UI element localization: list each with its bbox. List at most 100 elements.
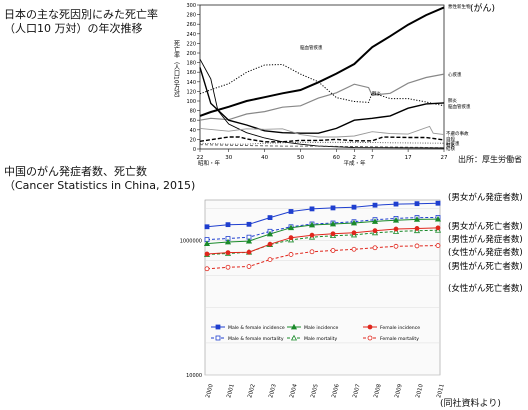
series-side-label: (女性がん死亡者数) [448, 283, 523, 294]
x-tick-label: 7 [370, 155, 374, 161]
series-line [199, 6, 445, 117]
data-point [225, 250, 231, 256]
y-tick-label: 240 [186, 32, 196, 38]
data-point [288, 209, 294, 214]
x-tick-label: 2009 [394, 383, 404, 399]
y-tick-label: 260 [186, 22, 196, 28]
data-point [351, 204, 357, 210]
data-point [267, 257, 273, 262]
x-tick-label: 2001 [226, 384, 235, 399]
y-tick-label: 220 [186, 41, 196, 47]
x-tick-label: 2003 [268, 383, 278, 399]
y-tick-label: 200 [186, 51, 196, 57]
y-tick-label: 20 [190, 137, 196, 143]
data-point [351, 230, 357, 236]
data-point [225, 222, 231, 228]
series-label: 肝疾患 [446, 140, 460, 147]
x-era-label: 昭和・年 [198, 159, 221, 167]
data-point [393, 201, 399, 207]
data-point [372, 202, 378, 208]
data-point [288, 252, 294, 257]
legend-label: Male mortality [304, 336, 337, 342]
series-line [206, 245, 439, 270]
data-point [290, 323, 298, 330]
data-point [414, 201, 420, 207]
data-point [245, 237, 253, 244]
data-point [215, 335, 221, 341]
x-tick-label: 2 [353, 155, 357, 161]
series-line [206, 229, 439, 255]
series-line [199, 67, 445, 134]
data-point [246, 221, 252, 227]
series-line [199, 141, 445, 145]
series-line [206, 227, 439, 255]
data-point [414, 243, 420, 249]
series-label: 結核 [446, 145, 455, 152]
x-tick-label: 22 [197, 155, 204, 161]
data-point [392, 217, 400, 223]
japan-chart-title-line2: （人口10 万対）の年次推移 [4, 22, 143, 35]
x-tick-label: 2007 [352, 383, 362, 399]
data-point [287, 224, 295, 231]
series-label: 脳血管疾患 [448, 103, 471, 110]
japan-mortality-chart: 0204060801001201401601802002202402602803… [173, 2, 496, 167]
data-point [393, 243, 399, 249]
series-side-label: (男女がん死亡者数) [448, 221, 523, 232]
data-point [435, 225, 441, 231]
data-point [308, 221, 316, 228]
x-tick-label: 2006 [331, 383, 341, 399]
data-point [414, 226, 420, 231]
series-line [199, 63, 445, 107]
y-tick-label: 0 [193, 147, 196, 153]
series-side-label: (女性がん発症者数) [448, 247, 523, 258]
legend-label: Female incidence [380, 325, 420, 331]
series-line [199, 125, 445, 138]
y-tick-label: 120 [186, 89, 196, 95]
x-tick-label: 2008 [373, 383, 383, 399]
series-label: 心疾患 [448, 71, 462, 78]
series-line [206, 218, 439, 245]
legend-label: Female mortality [380, 336, 419, 342]
plot-frame [199, 4, 445, 150]
series-label: 自殺 [446, 135, 455, 142]
data-point [330, 231, 336, 237]
data-point [204, 251, 210, 257]
data-point [434, 215, 442, 222]
series-label: 腎炎 [446, 142, 455, 149]
y-tick-label: 10000 [186, 373, 202, 379]
y-axis-label: 死亡率（人口10万対） [173, 40, 180, 102]
x-era-label: 平成・年 [344, 159, 367, 167]
data-point [204, 224, 210, 230]
x-tick-label: 30 [225, 155, 232, 161]
data-point [215, 324, 221, 330]
legend-label: Male incidence [304, 325, 339, 331]
series-side-label: (男性がん死亡者数) [448, 261, 523, 272]
x-tick-label: 40 [261, 155, 268, 161]
data-point [309, 206, 315, 212]
x-tick-label: 17 [405, 155, 412, 161]
data-point [246, 264, 252, 269]
series-side-label: (男女がん発症者数) [448, 192, 523, 203]
y-tick-label: 40 [190, 128, 196, 134]
data-point [435, 200, 441, 206]
x-tick-label: 2002 [247, 384, 256, 399]
y-tick-label: 60 [190, 118, 196, 124]
y-tick-label: 140 [186, 80, 196, 86]
x-tick-label: 27 [441, 155, 448, 161]
series-label: 肺炎 [448, 98, 457, 104]
china-chart-title-line2: （Cancer Statistics in China, 2015) [4, 179, 196, 192]
footer-note: (同社資料より) [440, 399, 501, 409]
series-label: 肺炎 [372, 91, 381, 97]
series-line [199, 136, 445, 143]
series-side-label: (男性がん発症者数) [448, 234, 523, 245]
data-point [266, 230, 274, 237]
data-point [350, 219, 358, 226]
legend-label: Male & female mortality [228, 336, 284, 342]
japan-chart-title-line1: 日本の主な死因別にみた死亡率 [4, 8, 158, 21]
data-point [267, 215, 273, 220]
y-tick-label: 1000000 [180, 238, 202, 244]
data-point [367, 324, 373, 330]
data-point [246, 249, 252, 255]
legend-label: Male & female incidence [228, 325, 285, 331]
